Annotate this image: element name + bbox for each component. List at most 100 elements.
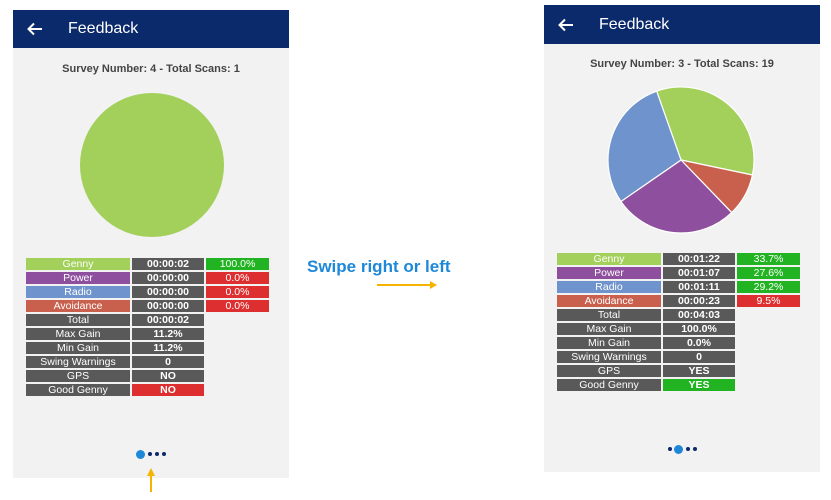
category-percent: 100.0% <box>206 258 269 270</box>
app-bar: Feedback <box>13 10 289 48</box>
stat-value: 00:00:02 <box>132 314 204 326</box>
category-label: Avoidance <box>26 300 130 312</box>
page-dot[interactable] <box>685 447 690 451</box>
category-label: Power <box>557 267 661 279</box>
category-time: 00:00:00 <box>132 272 204 284</box>
pie-chart <box>607 86 755 234</box>
stat-label: Max Gain <box>26 328 130 340</box>
stat-label: Total <box>26 314 130 326</box>
category-time: 00:00:02 <box>132 258 204 270</box>
swipe-hint: Swipe right or left <box>307 257 451 276</box>
empty-cell <box>206 384 269 396</box>
page-dot[interactable] <box>692 447 697 451</box>
page-indicator[interactable] <box>13 448 289 460</box>
stat-label: Good Genny <box>557 379 661 391</box>
survey-label: Survey Number: 3 - Total Scans: 19 <box>590 58 774 70</box>
back-arrow-icon[interactable] <box>27 10 43 48</box>
empty-cell <box>206 370 269 382</box>
category-row-radio: Radio 00:00:00 0.0% <box>26 286 269 298</box>
stat-value: NO <box>132 370 204 382</box>
stat-row-max-gain: Max Gain 100.0% <box>557 323 800 335</box>
category-row-power: Power 00:01:07 27.6% <box>557 267 800 279</box>
category-label: Radio <box>557 281 661 293</box>
stat-row-swing-warnings: Swing Warnings 0 <box>557 351 800 363</box>
app-title: Feedback <box>68 20 139 37</box>
category-percent: 33.7% <box>737 253 800 265</box>
pie-slice-genny <box>655 86 755 176</box>
stat-row-max-gain: Max Gain 11.2% <box>26 328 269 340</box>
stat-label: Max Gain <box>557 323 661 335</box>
page-indicator[interactable] <box>544 443 820 455</box>
stat-value: YES <box>663 379 735 391</box>
category-row-genny: Genny 00:01:22 33.7% <box>557 253 800 265</box>
category-percent: 0.0% <box>206 272 269 284</box>
stat-row-good-genny: Good Genny NO <box>26 384 269 396</box>
category-percent: 27.6% <box>737 267 800 279</box>
pie-slice-radio <box>607 90 682 203</box>
stat-value: 0 <box>663 351 735 363</box>
page-dot[interactable] <box>667 447 672 451</box>
back-arrow-icon[interactable] <box>558 5 574 44</box>
page-dot-active[interactable] <box>674 444 683 454</box>
category-time: 00:01:22 <box>663 253 735 265</box>
feedback-screen-survey-4: Feedback Survey Number: 4 - Total Scans:… <box>13 10 289 478</box>
category-time: 00:00:00 <box>132 300 204 312</box>
page-dot[interactable] <box>161 452 166 456</box>
empty-cell <box>206 342 269 354</box>
stat-value: 11.2% <box>132 342 204 354</box>
stat-row-gps: GPS YES <box>557 365 800 377</box>
stat-value: 11.2% <box>132 328 204 340</box>
feedback-table: Genny 00:01:22 33.7% Power 00:01:07 27.6% Radi… <box>555 251 802 393</box>
category-row-power: Power 00:00:00 0.0% <box>26 272 269 284</box>
stat-row-gps: GPS NO <box>26 370 269 382</box>
category-label: Radio <box>26 286 130 298</box>
stat-value: NO <box>132 384 204 396</box>
pie-chart <box>80 93 224 237</box>
stat-row-total: Total 00:04:03 <box>557 309 800 321</box>
empty-cell <box>737 365 800 377</box>
stat-row-min-gain: Min Gain 0.0% <box>557 337 800 349</box>
stat-row-swing-warnings: Swing Warnings 0 <box>26 356 269 368</box>
empty-cell <box>737 337 800 349</box>
empty-cell <box>737 323 800 335</box>
stat-row-good-genny: Good Genny YES <box>557 379 800 391</box>
category-label: Avoidance <box>557 295 661 307</box>
category-row-avoidance: Avoidance 00:00:00 0.0% <box>26 300 269 312</box>
stat-label: Swing Warnings <box>26 356 130 368</box>
empty-cell <box>737 351 800 363</box>
stat-label: Min Gain <box>557 337 661 349</box>
stat-value: YES <box>663 365 735 377</box>
stat-value: 100.0% <box>663 323 735 335</box>
pie-slice-genny <box>80 93 224 237</box>
category-label: Genny <box>557 253 661 265</box>
right-arrow-icon <box>377 281 437 289</box>
feedback-screen-survey-3: Feedback Survey Number: 3 - Total Scans:… <box>544 5 820 472</box>
survey-label: Survey Number: 4 - Total Scans: 1 <box>62 63 240 75</box>
stat-label: Min Gain <box>26 342 130 354</box>
empty-cell <box>206 314 269 326</box>
category-time: 00:00:00 <box>132 286 204 298</box>
category-time: 00:00:23 <box>663 295 735 307</box>
stat-label: Total <box>557 309 661 321</box>
page-dot[interactable] <box>147 452 152 456</box>
empty-cell <box>737 379 800 391</box>
stat-label: GPS <box>557 365 661 377</box>
empty-cell <box>206 328 269 340</box>
stat-value: 0 <box>132 356 204 368</box>
category-label: Genny <box>26 258 130 270</box>
empty-cell <box>737 309 800 321</box>
stat-row-total: Total 00:00:02 <box>26 314 269 326</box>
stat-row-min-gain: Min Gain 11.2% <box>26 342 269 354</box>
feedback-table: Genny 00:00:02 100.0% Power 00:00:00 0.0% Radi… <box>24 256 271 398</box>
category-time: 00:01:11 <box>663 281 735 293</box>
stat-value: 00:04:03 <box>663 309 735 321</box>
page-dot-active[interactable] <box>136 449 145 459</box>
stat-label: GPS <box>26 370 130 382</box>
category-percent: 0.0% <box>206 300 269 312</box>
category-row-radio: Radio 00:01:11 29.2% <box>557 281 800 293</box>
category-percent: 29.2% <box>737 281 800 293</box>
app-title: Feedback <box>599 15 670 33</box>
category-time: 00:01:07 <box>663 267 735 279</box>
empty-cell <box>206 356 269 368</box>
page-dot[interactable] <box>154 452 159 456</box>
